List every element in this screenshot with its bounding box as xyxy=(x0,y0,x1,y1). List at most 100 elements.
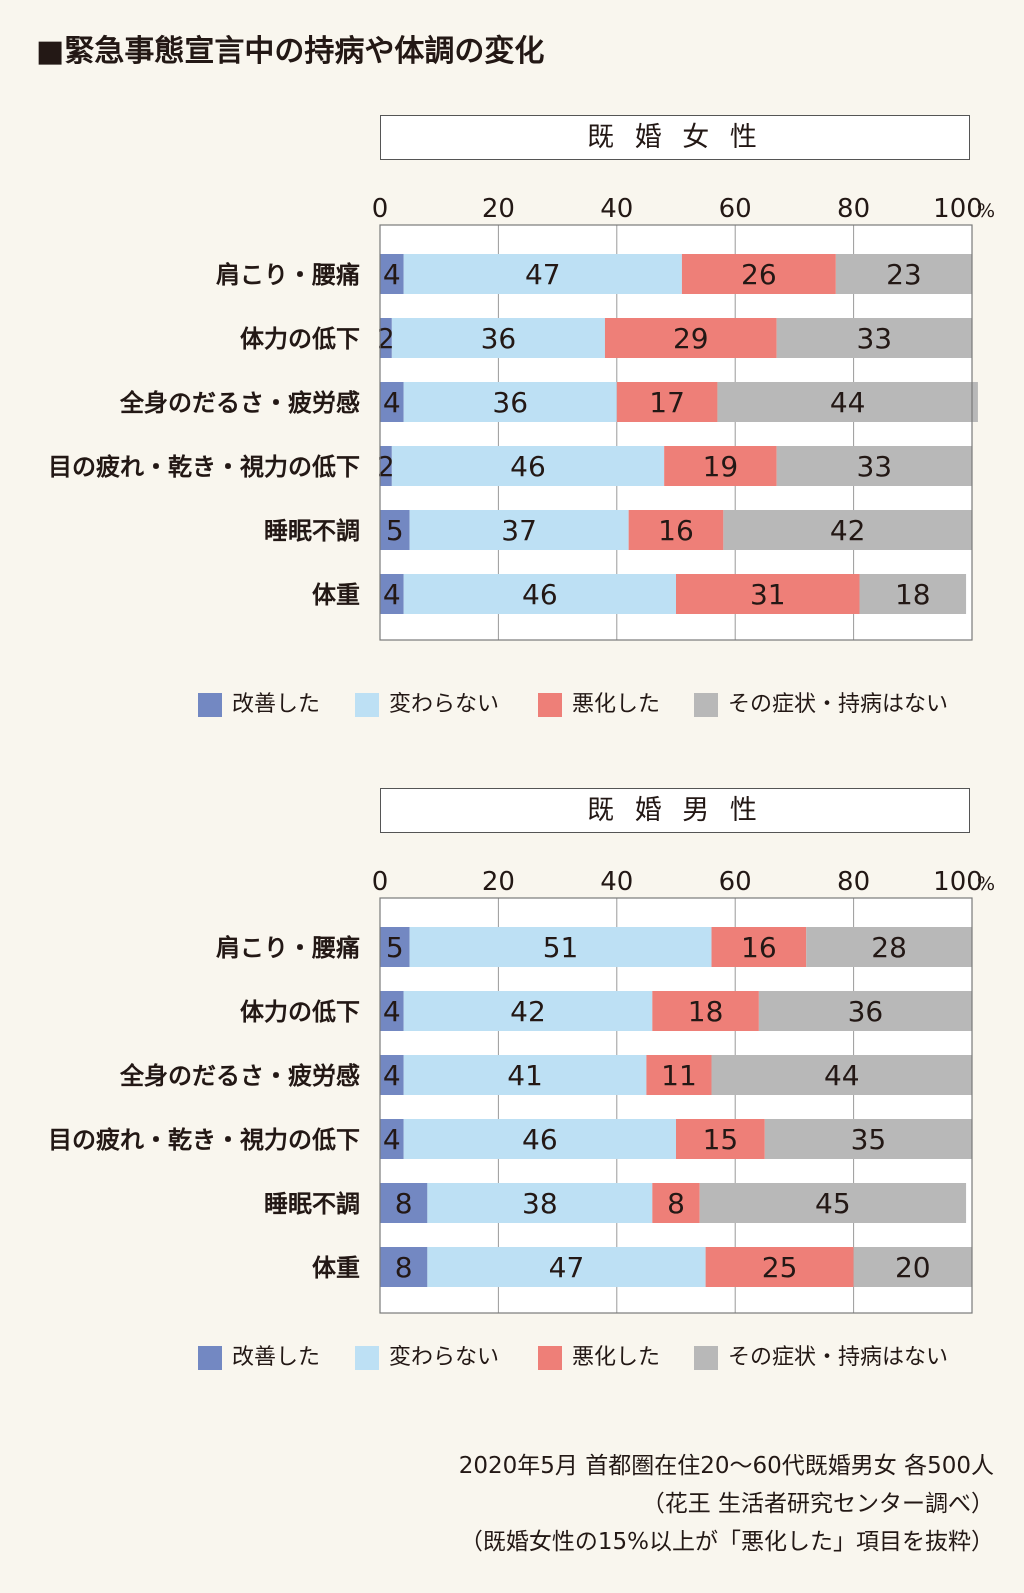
bar-segment-improved xyxy=(380,382,404,422)
data-label: 8 xyxy=(667,1187,685,1220)
bar-segment-none xyxy=(776,446,972,486)
data-label: 44 xyxy=(824,1059,860,1092)
bar-segment-none xyxy=(711,1055,972,1095)
data-label: 16 xyxy=(741,931,777,964)
data-label: 38 xyxy=(522,1187,558,1220)
data-label: 18 xyxy=(895,578,931,611)
bar-segment-worsened xyxy=(616,382,718,422)
bar-segment-unchanged xyxy=(403,1055,647,1095)
data-label: 4 xyxy=(383,258,401,291)
bar-segment-none xyxy=(776,318,972,358)
data-label: 4 xyxy=(383,1123,401,1156)
data-label: 46 xyxy=(522,1123,558,1156)
legend-swatch xyxy=(694,1346,718,1370)
axis-tick-label: 100 xyxy=(933,867,983,897)
bar-segment-improved xyxy=(380,1247,428,1287)
bar-segment-unchanged xyxy=(403,382,617,422)
data-label: 33 xyxy=(856,322,892,355)
legend-label: 変わらない xyxy=(389,1345,500,1370)
bar-segment-improved xyxy=(380,991,404,1031)
data-label: 2 xyxy=(377,450,395,483)
data-label: 44 xyxy=(830,386,866,419)
legend-swatch xyxy=(198,693,222,717)
axis-tick-label: 0 xyxy=(372,867,389,897)
category-label: 体重 xyxy=(312,1254,360,1282)
panel-title-box: 既 婚 男 性 xyxy=(380,788,970,833)
data-label: 26 xyxy=(741,258,777,291)
panel-title: 既 婚 男 性 xyxy=(587,795,763,826)
data-label: 17 xyxy=(649,386,685,419)
category-label: 目の疲れ・乾き・視力の低下 xyxy=(48,453,360,481)
bar-segment-unchanged xyxy=(427,1183,653,1223)
bar-segment-worsened xyxy=(652,1183,700,1223)
axis-tick-label: 40 xyxy=(600,867,633,897)
stacked-bar-chart-women: 0 20 40 60 80 100% 肩こり・腰痛 4 47 26 23 体力の低下 2 36 29 33 全身… xyxy=(48,194,995,641)
bar-segment-worsened xyxy=(705,1247,854,1287)
bar-segment-none xyxy=(764,1119,972,1159)
data-label: 46 xyxy=(510,450,546,483)
bar-segment-worsened xyxy=(664,446,777,486)
panel-title: 既 婚 女 性 xyxy=(587,122,763,153)
bar-segment-unchanged xyxy=(403,1119,676,1159)
plot-area xyxy=(380,898,972,1313)
data-label: 41 xyxy=(507,1059,543,1092)
bar-segment-improved xyxy=(380,1119,404,1159)
bar-segment-unchanged xyxy=(391,318,605,358)
data-label: 23 xyxy=(886,258,922,291)
data-label: 36 xyxy=(481,322,517,355)
bar-segment-improved xyxy=(380,446,392,486)
data-label: 47 xyxy=(525,258,561,291)
data-label: 46 xyxy=(522,578,558,611)
data-label: 28 xyxy=(871,931,907,964)
bar-segment-worsened xyxy=(681,254,836,294)
data-label: 4 xyxy=(383,386,401,419)
bar-segment-none xyxy=(758,991,972,1031)
data-label: 36 xyxy=(492,386,528,419)
bar-segment-improved xyxy=(380,254,404,294)
bar-segment-none xyxy=(859,574,967,614)
legend-swatch xyxy=(538,1346,562,1370)
legend-label: 改善した xyxy=(232,692,321,717)
legend-label: その症状・持病はない xyxy=(728,692,949,717)
bar-segment-unchanged xyxy=(409,927,712,967)
axis-tick-label: 20 xyxy=(482,194,515,224)
footnote-line: （既婚女性の15%以上が「悪化した」項目を抜粋） xyxy=(459,1529,994,1555)
bar-segment-worsened xyxy=(711,927,807,967)
bar-segment-none xyxy=(835,254,972,294)
bar-segment-worsened xyxy=(604,318,777,358)
axis-tick-label: 0 xyxy=(372,194,389,224)
legend-swatch xyxy=(694,693,718,717)
bar-segment-worsened xyxy=(652,991,759,1031)
data-label: 37 xyxy=(501,514,537,547)
legend-swatch xyxy=(355,1346,379,1370)
bar-segment-none xyxy=(806,927,972,967)
plot-area xyxy=(380,225,972,640)
bar-segment-worsened xyxy=(676,1119,765,1159)
axis-tick-label: 40 xyxy=(600,194,633,224)
bar-segment-unchanged xyxy=(409,510,629,550)
data-label: 45 xyxy=(815,1187,851,1220)
axis-tick-label: 80 xyxy=(837,194,870,224)
data-label: 15 xyxy=(703,1123,739,1156)
data-label: 35 xyxy=(851,1123,887,1156)
bar-segment-improved xyxy=(380,1055,404,1095)
plot-frame xyxy=(379,224,973,641)
bar-segment-worsened xyxy=(628,510,724,550)
legend-label: 悪化した xyxy=(572,692,661,717)
bar-segment-unchanged xyxy=(391,446,665,486)
data-label: 11 xyxy=(661,1059,697,1092)
data-label: 51 xyxy=(543,931,579,964)
bar-segment-improved xyxy=(380,510,410,550)
bar-segment-improved xyxy=(380,318,392,358)
bar-segment-unchanged xyxy=(403,574,676,614)
bar-segment-unchanged xyxy=(403,254,682,294)
data-label: 4 xyxy=(383,578,401,611)
bar-segment-improved xyxy=(380,1183,428,1223)
category-label: 全身のだるさ・疲労感 xyxy=(119,1062,360,1090)
data-label: 4 xyxy=(383,995,401,1028)
data-label: 8 xyxy=(395,1187,413,1220)
category-label: 体重 xyxy=(312,581,360,609)
bar-segment-unchanged xyxy=(427,1247,706,1287)
axis-tick-label: 100 xyxy=(933,194,983,224)
bar-segment-none xyxy=(853,1247,972,1287)
